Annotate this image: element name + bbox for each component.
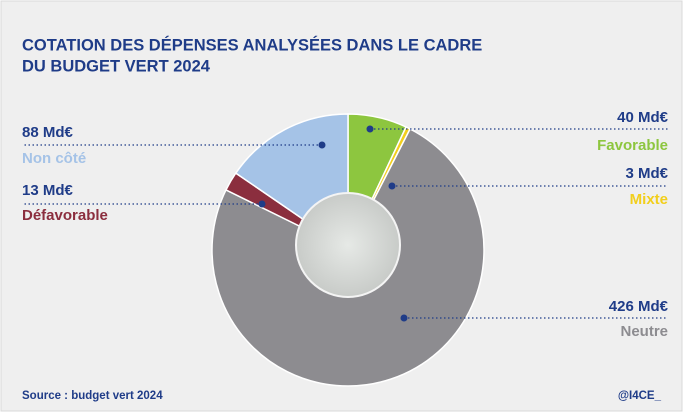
source: Source : budget vert 2024 xyxy=(22,390,163,402)
leader-dot xyxy=(366,125,374,133)
value-label: 3 Md€ xyxy=(625,165,668,182)
legend-label: Mixte xyxy=(630,191,668,208)
leader-dot xyxy=(400,314,408,322)
chart-title: DU BUDGET VERT 2024 xyxy=(22,57,211,75)
value-label: 88 Md€ xyxy=(22,124,74,141)
legend-label: Non côté xyxy=(22,150,86,167)
legend-label: Neutre xyxy=(620,323,668,340)
legend-label: Défavorable xyxy=(22,207,108,224)
value-label: 13 Md€ xyxy=(22,182,74,199)
value-label: 40 Md€ xyxy=(617,109,669,126)
legend-label: Favorable xyxy=(597,137,668,154)
leader-dot xyxy=(318,141,326,149)
donut-hole xyxy=(295,192,401,298)
value-label: 426 Md€ xyxy=(609,298,669,315)
chart-title: COTATION DES DÉPENSES ANALYSÉES DANS LE … xyxy=(22,35,482,54)
credit: @I4CE_ xyxy=(618,390,662,402)
leader-dot xyxy=(258,200,266,208)
leader-dot xyxy=(388,182,396,190)
